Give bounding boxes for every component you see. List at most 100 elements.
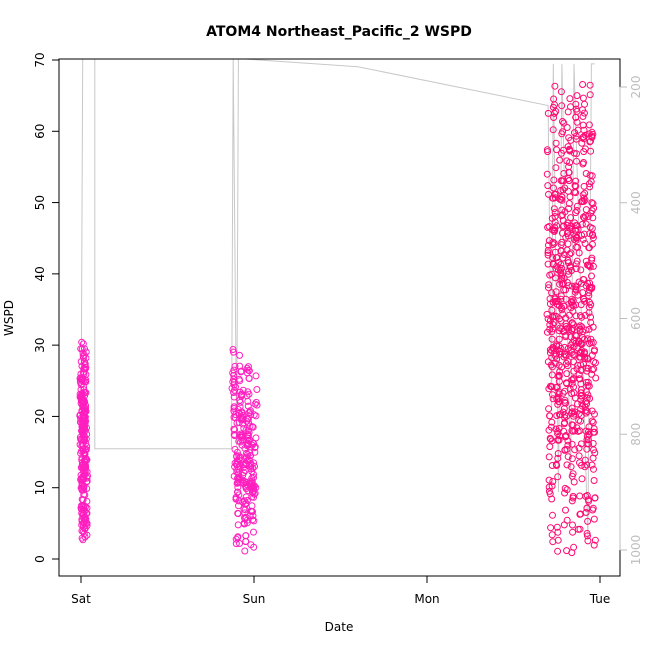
- wspd-point: [562, 432, 570, 439]
- wspd-point: [558, 130, 566, 138]
- wspd-point: [559, 118, 566, 125]
- wspd-point: [84, 472, 91, 480]
- wspd-point: [81, 436, 89, 444]
- wspd-point: [561, 343, 569, 351]
- wspd-point: [576, 322, 584, 330]
- wspd-point: [573, 257, 581, 265]
- wspd-point: [568, 376, 576, 384]
- wspd-point: [551, 109, 558, 117]
- wspd-point: [582, 409, 590, 417]
- y-tick-label: 10: [33, 480, 47, 495]
- wspd-point: [578, 475, 586, 483]
- wspd-point: [579, 160, 587, 168]
- wspd-points: [76, 81, 600, 557]
- wspd-point: [567, 249, 575, 257]
- wspd-point: [583, 461, 591, 469]
- wspd-point: [81, 525, 89, 532]
- wspd-point: [581, 240, 589, 247]
- wspd-point: [568, 295, 576, 303]
- wspd-point: [587, 147, 595, 155]
- wspd-point: [590, 477, 598, 484]
- wspd-point: [586, 263, 594, 271]
- wspd-point: [83, 456, 91, 464]
- wspd-point: [550, 239, 558, 247]
- wspd-point: [566, 193, 574, 201]
- wspd-point: [580, 109, 588, 117]
- wspd-point: [244, 366, 252, 374]
- wspd-point: [564, 324, 572, 332]
- wspd-point: [552, 139, 560, 147]
- wspd-point: [584, 517, 592, 525]
- wspd-point: [83, 477, 91, 485]
- wspd-point: [564, 453, 572, 461]
- wspd-point: [251, 443, 259, 451]
- wspd-point: [589, 454, 597, 462]
- wspd-point: [558, 238, 566, 246]
- wspd-point: [589, 506, 597, 514]
- wspd-point: [573, 92, 581, 100]
- wspd-point: [586, 138, 594, 146]
- wspd-point: [82, 455, 90, 462]
- wspd-point: [250, 470, 257, 478]
- wspd-point: [569, 528, 577, 536]
- wspd-point: [592, 374, 600, 382]
- wspd-point: [554, 536, 562, 544]
- wspd-point: [555, 335, 563, 343]
- wspd-point: [552, 288, 560, 296]
- wspd-point: [565, 177, 573, 184]
- wspd-point: [81, 533, 89, 541]
- wspd-point: [545, 284, 552, 292]
- wspd-point: [233, 448, 241, 456]
- wspd-point: [563, 370, 571, 378]
- wspd-point: [571, 446, 579, 454]
- wspd-point: [582, 406, 590, 414]
- wspd-point: [560, 170, 568, 177]
- pressure-line: [80, 58, 595, 539]
- y-tick-label: 70: [33, 52, 47, 67]
- wspd-point: [552, 461, 560, 468]
- wspd-point: [564, 362, 572, 370]
- wspd-point: [230, 371, 238, 379]
- wspd-point: [559, 389, 567, 397]
- wspd-point: [558, 196, 566, 204]
- wspd-point: [244, 402, 252, 410]
- wspd-point: [585, 121, 593, 129]
- y-axis: 0 10 20 30 40 50 60 70: [33, 52, 60, 563]
- wspd-point: [576, 510, 584, 518]
- wspd-point: [83, 497, 91, 505]
- x-axis: Sat Sun Mon Tue: [71, 575, 610, 606]
- wspd-point: [561, 411, 569, 419]
- wspd-point: [557, 292, 565, 300]
- wspd-point: [236, 398, 244, 406]
- wspd-point: [235, 497, 243, 505]
- wspd-point: [561, 414, 569, 422]
- wspd-point: [245, 375, 253, 382]
- wspd-point: [589, 200, 597, 208]
- wspd-point: [577, 361, 585, 369]
- wspd-point: [581, 189, 589, 197]
- wspd-point: [590, 365, 598, 373]
- wspd-point: [588, 272, 595, 280]
- right-tick-label: 800: [629, 423, 643, 446]
- wspd-point: [576, 375, 584, 383]
- wspd-point: [558, 193, 566, 201]
- wspd-point: [571, 182, 579, 190]
- wspd-point: [82, 402, 90, 410]
- wspd-point: [568, 379, 576, 387]
- wspd-point: [575, 410, 583, 418]
- right-axis: 200 400 600 800 1000: [619, 76, 643, 565]
- wspd-point: [549, 395, 557, 403]
- wspd-point: [242, 537, 250, 545]
- wspd-point: [561, 396, 569, 404]
- wspd-point: [565, 169, 573, 177]
- wspd-point: [573, 202, 581, 210]
- wspd-point: [586, 395, 594, 402]
- wspd-point: [572, 132, 580, 140]
- wspd-point: [544, 246, 552, 254]
- x-tick-label: Sun: [243, 592, 266, 606]
- wspd-point: [576, 312, 584, 320]
- wspd-point: [562, 506, 569, 514]
- y-tick-label: 0: [33, 555, 47, 563]
- wspd-point: [574, 226, 582, 234]
